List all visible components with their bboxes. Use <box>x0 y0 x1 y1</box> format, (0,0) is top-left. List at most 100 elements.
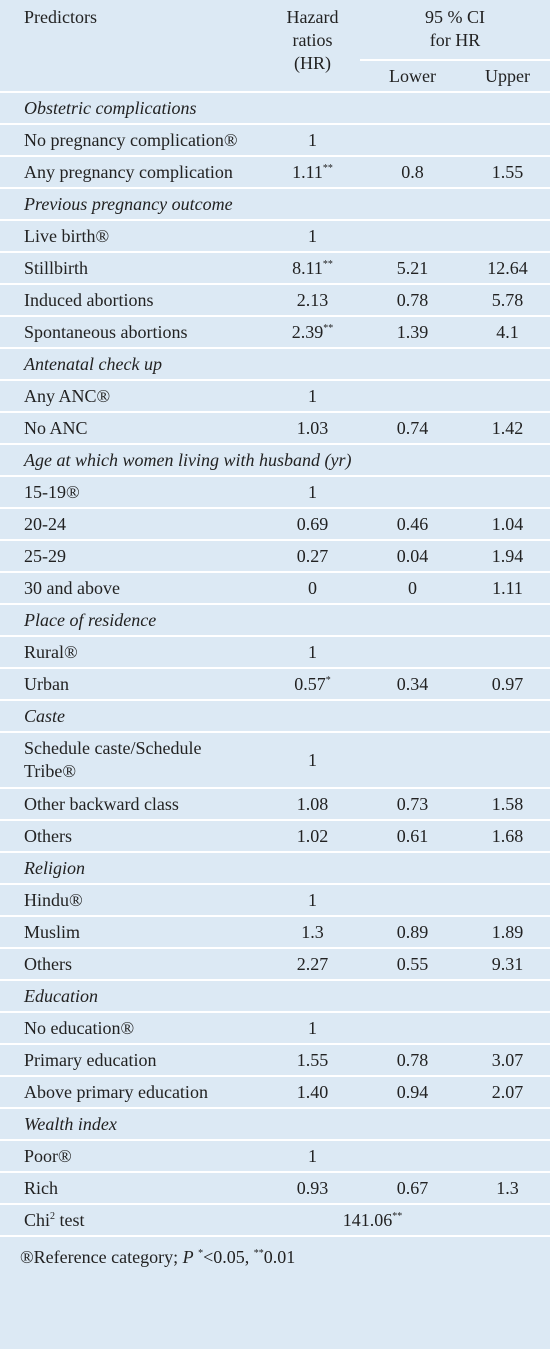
hr-value: 1.08 <box>296 793 329 814</box>
header-ci: 95 % CI for HR <box>360 0 550 61</box>
hr-cell: 1 <box>265 220 360 253</box>
data-row: No education® 1 <box>0 1012 550 1045</box>
lower-cell: 0.78 <box>360 1044 465 1077</box>
upper-value: 1.11 <box>492 577 523 598</box>
data-row: No pregnancy complication® 1 <box>0 124 550 157</box>
data-row: Primary education 1.55 0.78 3.07 <box>0 1044 550 1077</box>
hr-cell: 1 <box>265 1012 360 1045</box>
lower-cell <box>360 380 465 413</box>
header-predictors: Predictors <box>0 0 265 93</box>
upper-cell <box>465 124 550 157</box>
upper-cell: 1.42 <box>465 412 550 445</box>
hr-value: 1.55 <box>296 1049 329 1070</box>
upper-cell: 1.04 <box>465 508 550 541</box>
lower-value: 0.73 <box>396 793 429 814</box>
hr-value: 1 <box>308 129 317 150</box>
footnote-text: 0.01 <box>263 1247 296 1267</box>
predictor-label: 25-29 <box>0 540 265 573</box>
lower-value: 0 <box>408 577 417 598</box>
section-row: Antenatal check up <box>0 348 550 381</box>
hr-cell: 0.27 <box>265 540 360 573</box>
data-row: Hindu® 1 <box>0 884 550 917</box>
section-row: Caste <box>0 700 550 733</box>
hr-cell: 2.39** <box>265 316 360 349</box>
data-row: Other backward class 1.08 0.73 1.58 <box>0 788 550 821</box>
hr-value: 1 <box>308 1145 317 1166</box>
section-row: Religion <box>0 852 550 885</box>
predictor-label: Others <box>0 948 265 981</box>
upper-cell: 1.55 <box>465 156 550 189</box>
hazard-table: Predictors Hazard ratios (HR) 95 % CI fo… <box>0 0 550 1237</box>
header-hr: Hazard ratios (HR) <box>265 0 360 93</box>
section-row: Education <box>0 980 550 1013</box>
lower-value: 0.61 <box>396 825 429 846</box>
lower-cell: 0.94 <box>360 1076 465 1109</box>
upper-value: 0.97 <box>491 673 524 694</box>
upper-cell: 1.94 <box>465 540 550 573</box>
hr-cell: 1.11** <box>265 156 360 189</box>
significance: ** <box>323 322 334 334</box>
lower-cell: 5.21 <box>360 252 465 285</box>
predictor-label: Muslim <box>0 916 265 949</box>
hr-value: 1 <box>308 641 317 662</box>
hr-cell: 1.08 <box>265 788 360 821</box>
predictor-label: Others <box>0 820 265 853</box>
predictor-label: 15-19® <box>0 476 265 509</box>
data-row: Induced abortions 2.13 0.78 5.78 <box>0 284 550 317</box>
lower-cell <box>360 1140 465 1173</box>
upper-value: 1.58 <box>491 793 524 814</box>
lower-cell: 0.73 <box>360 788 465 821</box>
upper-cell: 1.3 <box>465 1172 550 1205</box>
upper-value: 1.42 <box>491 417 524 438</box>
footnote-text: <0.05, <box>203 1247 250 1267</box>
upper-value: 12.64 <box>487 257 528 278</box>
data-row: Rural® 1 <box>0 636 550 669</box>
predictor-label: Poor® <box>0 1140 265 1173</box>
data-row: Rich 0.93 0.67 1.3 <box>0 1172 550 1205</box>
data-row: Others 1.02 0.61 1.68 <box>0 820 550 853</box>
upper-cell: 1.68 <box>465 820 550 853</box>
upper-value: 1.55 <box>491 161 524 182</box>
upper-cell <box>465 380 550 413</box>
hr-value: 1.40 <box>296 1081 329 1102</box>
hr-cell: 2.13 <box>265 284 360 317</box>
lower-value: 0.34 <box>396 673 429 694</box>
section-row: Obstetric complications <box>0 92 550 125</box>
upper-cell <box>465 1012 550 1045</box>
hr-value: 0.69 <box>296 513 329 534</box>
section-title: Place of residence <box>0 604 550 637</box>
predictor-label: Stillbirth <box>0 252 265 285</box>
lower-value: 0.46 <box>396 513 429 534</box>
hr-value: 1.3 <box>301 921 324 942</box>
section-title: Age at which women living with husband (… <box>0 444 550 477</box>
predictor-label: 20-24 <box>0 508 265 541</box>
lower-cell: 0 <box>360 572 465 605</box>
data-row: 30 and above 0 0 1.11 <box>0 572 550 605</box>
predictor-label: Any ANC® <box>0 380 265 413</box>
header-row: Predictors Hazard ratios (HR) 95 % CI fo… <box>0 0 550 93</box>
hr-value: 1 <box>308 481 317 502</box>
predictor-label: Rural® <box>0 636 265 669</box>
hr-value: 0 <box>308 577 317 598</box>
upper-value: 1.94 <box>491 545 524 566</box>
significance: ** <box>392 1210 403 1222</box>
data-row: Muslim 1.3 0.89 1.89 <box>0 916 550 949</box>
upper-cell: 4.1 <box>465 316 550 349</box>
header-lower: Lower <box>360 60 465 93</box>
data-row: 25-29 0.27 0.04 1.94 <box>0 540 550 573</box>
lower-cell: 0.89 <box>360 916 465 949</box>
lower-cell: 0.46 <box>360 508 465 541</box>
lower-value: 0.78 <box>396 1049 429 1070</box>
data-row: Urban 0.57* 0.34 0.97 <box>0 668 550 701</box>
hr-cell: 1 <box>265 636 360 669</box>
section-title: Education <box>0 980 550 1013</box>
upper-value: 2.07 <box>491 1081 524 1102</box>
lower-value: 0.89 <box>396 921 429 942</box>
chi-sup: 2 <box>50 1210 56 1222</box>
lower-cell: 0.34 <box>360 668 465 701</box>
hr-value: 1.03 <box>296 417 329 438</box>
upper-value: 1.68 <box>491 825 524 846</box>
hr-cell: 1 <box>265 124 360 157</box>
predictor-label: Schedule caste/Schedule Tribe® <box>0 732 265 789</box>
